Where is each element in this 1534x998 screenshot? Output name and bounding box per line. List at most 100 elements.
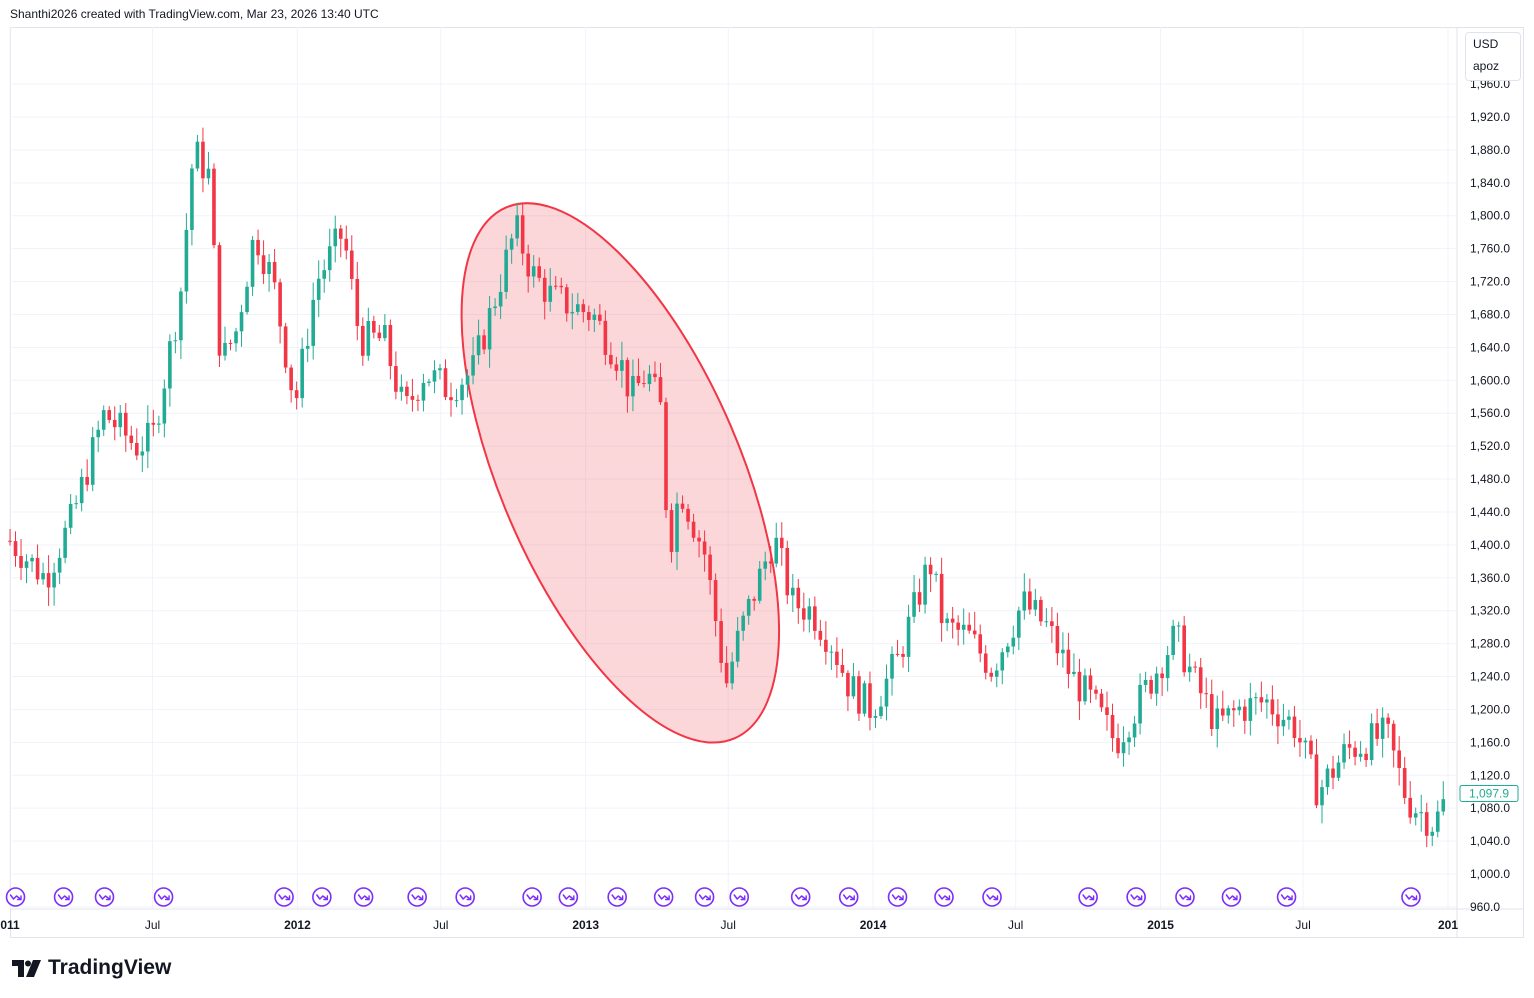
y-tick-label: 1,000.0 xyxy=(1470,867,1510,881)
y-tick-label: 1,160.0 xyxy=(1470,735,1510,749)
dividend-arrow-icon[interactable] xyxy=(1175,887,1195,907)
highlight-ellipse[interactable] xyxy=(396,160,845,786)
candle-down xyxy=(272,261,277,283)
y-tick-label: 1,440.0 xyxy=(1470,505,1510,519)
x-tick-label: Jul xyxy=(1008,918,1023,932)
dividend-arrow-icon[interactable] xyxy=(94,887,115,907)
dividend-arrow-icon[interactable] xyxy=(558,887,579,907)
candle-down xyxy=(1397,750,1401,768)
chart-attribution: Shanthi2026 created with TradingView.com… xyxy=(10,7,379,21)
candle-up xyxy=(504,249,508,292)
candle-up xyxy=(476,335,481,356)
candle-up xyxy=(1022,591,1027,611)
candle-down xyxy=(950,618,955,623)
candle-down xyxy=(928,564,933,575)
candle-down xyxy=(1309,740,1313,755)
candle-down xyxy=(1105,707,1109,715)
candle-up xyxy=(487,308,492,350)
candle-up xyxy=(173,340,178,342)
candle-up xyxy=(168,341,172,389)
candle-up xyxy=(333,228,338,247)
candle-down xyxy=(19,555,23,568)
candle-down xyxy=(449,397,453,401)
candle-up xyxy=(1132,723,1137,738)
dividend-arrow-icon[interactable] xyxy=(455,887,475,907)
candle-down xyxy=(537,266,542,278)
dividend-arrow-icon[interactable] xyxy=(353,887,374,907)
candle-down xyxy=(377,332,382,339)
x-tick-label: 2014 xyxy=(860,918,887,932)
dividend-arrow-icon[interactable] xyxy=(153,887,174,907)
candle-up xyxy=(234,331,238,344)
candle-up xyxy=(509,238,514,250)
candle-up xyxy=(90,437,95,485)
dividend-arrow-icon[interactable] xyxy=(5,887,26,907)
dividend-arrow-icon[interactable] xyxy=(1276,887,1297,907)
candle-up xyxy=(1254,697,1258,699)
candle-down xyxy=(338,228,343,239)
dividend-arrow-icon[interactable] xyxy=(274,887,294,907)
dividend-arrow-icon[interactable] xyxy=(982,887,1002,907)
candle-up xyxy=(190,168,194,230)
candle-up xyxy=(829,651,834,653)
y-tick-label: 1,720.0 xyxy=(1470,275,1510,289)
dividend-arrow-icon[interactable] xyxy=(407,887,427,907)
dividend-arrow-icon[interactable] xyxy=(934,887,954,907)
candle-up xyxy=(223,342,227,356)
candle-up xyxy=(548,285,553,302)
candle-up xyxy=(531,266,536,277)
candle-up xyxy=(1171,625,1175,656)
dividend-arrow-icon[interactable] xyxy=(1221,887,1242,907)
y-tick-label: 1,560.0 xyxy=(1470,406,1510,420)
candle-down xyxy=(1364,753,1368,761)
candle-up xyxy=(1154,673,1159,694)
dividend-arrow-icon[interactable] xyxy=(694,887,715,907)
candle-down xyxy=(8,540,12,542)
candle-up xyxy=(1044,621,1049,623)
dividend-arrow-icon[interactable] xyxy=(887,887,908,907)
y-tick-label: 1,120.0 xyxy=(1470,768,1510,782)
candle-down xyxy=(664,402,668,511)
y-tick-label: 1,320.0 xyxy=(1470,604,1510,618)
candle-down xyxy=(1243,706,1247,721)
candle-down xyxy=(1160,673,1164,679)
candle-up xyxy=(1325,768,1330,788)
brand-logo[interactable]: TradingView xyxy=(12,956,171,980)
x-tick-label: Jul xyxy=(1295,918,1310,932)
dividend-arrow-icon[interactable] xyxy=(522,887,542,907)
candle-down xyxy=(1028,591,1032,610)
dividend-arrow-icon[interactable] xyxy=(653,887,674,907)
y-tick-label: 1,840.0 xyxy=(1470,176,1510,190)
dividend-arrow-icon[interactable] xyxy=(838,887,859,907)
candle-down xyxy=(636,375,641,384)
current-price-tag: 1,097.9 xyxy=(1459,784,1519,802)
dividend-arrow-icon[interactable] xyxy=(790,887,811,907)
candle-down xyxy=(256,239,260,256)
candle-up xyxy=(851,676,856,697)
candle-up xyxy=(1248,698,1253,721)
candle-up xyxy=(1287,716,1291,720)
candle-down xyxy=(212,168,216,246)
currency-legend[interactable]: USD apoz xyxy=(1465,32,1521,81)
candle-down xyxy=(294,390,299,399)
dividend-arrow-icon[interactable] xyxy=(1401,887,1421,907)
candle-up xyxy=(206,168,211,179)
dividend-arrow-icon[interactable] xyxy=(312,887,332,907)
y-tick-label: 1,760.0 xyxy=(1470,242,1510,256)
candle-up xyxy=(906,616,911,657)
candle-down xyxy=(416,399,420,401)
candle-up xyxy=(515,215,519,239)
dividend-arrow-icon[interactable] xyxy=(1126,887,1146,907)
dividend-arrow-icon[interactable] xyxy=(729,887,750,907)
candle-down xyxy=(410,396,415,400)
dividend-arrow-icon[interactable] xyxy=(53,887,74,907)
candle-up xyxy=(471,355,475,376)
dividend-arrow-icon[interactable] xyxy=(1078,887,1098,907)
candle-down xyxy=(520,215,525,254)
dividend-arrow-icon[interactable] xyxy=(607,887,627,907)
current-price-label: 1,097.9 xyxy=(1469,786,1509,800)
candle-up xyxy=(879,706,883,717)
candle-down xyxy=(724,662,729,684)
candle-up xyxy=(305,345,310,349)
